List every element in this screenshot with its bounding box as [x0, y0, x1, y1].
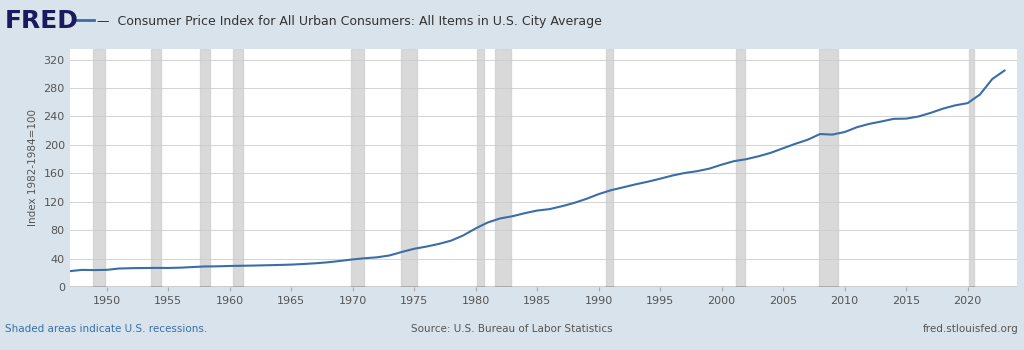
Text: fred.stlouisfed.org: fred.stlouisfed.org: [923, 324, 1019, 334]
Text: Source: U.S. Bureau of Labor Statistics: Source: U.S. Bureau of Labor Statistics: [412, 324, 612, 334]
Bar: [496, 49, 511, 287]
Bar: [606, 49, 613, 287]
Text: —  Consumer Price Index for All Urban Consumers: All Items in U.S. City Average: — Consumer Price Index for All Urban Con…: [97, 14, 602, 28]
Bar: [351, 49, 364, 287]
Bar: [93, 49, 105, 287]
Bar: [233, 49, 243, 287]
Bar: [477, 49, 484, 287]
Y-axis label: Index 1982-1984=100: Index 1982-1984=100: [28, 110, 38, 226]
Bar: [736, 49, 745, 287]
Bar: [969, 49, 974, 287]
Bar: [151, 49, 161, 287]
Bar: [819, 49, 839, 287]
Text: Shaded areas indicate U.S. recessions.: Shaded areas indicate U.S. recessions.: [5, 324, 208, 334]
Bar: [400, 49, 417, 287]
Bar: [200, 49, 210, 287]
Text: FRED: FRED: [5, 9, 79, 33]
